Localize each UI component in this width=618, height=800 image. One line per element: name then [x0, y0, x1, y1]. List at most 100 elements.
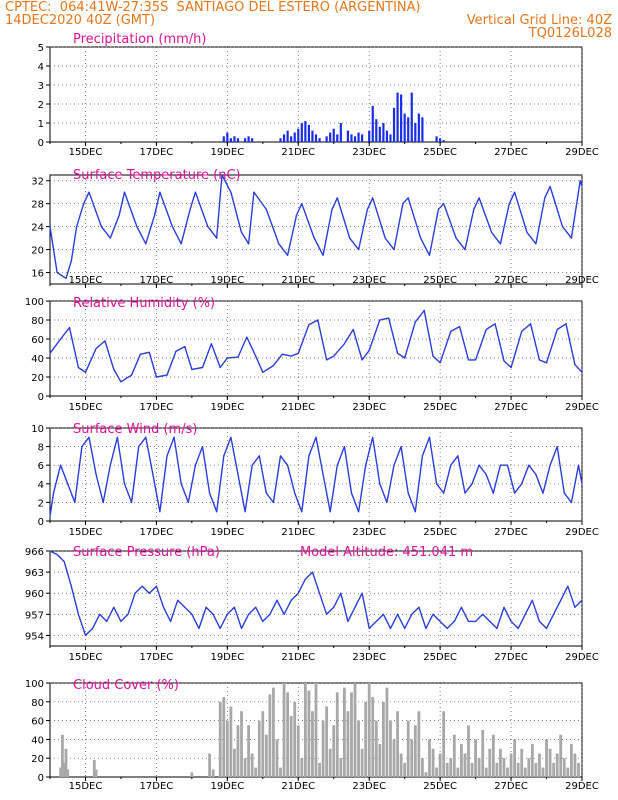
humidity-point — [361, 359, 363, 361]
cloud-cover-bar — [481, 730, 485, 777]
humidity-point — [414, 321, 416, 323]
cloud-cover-bar — [484, 767, 488, 777]
cloud-cover-bar — [208, 753, 211, 777]
wind-point — [88, 436, 90, 438]
temperature-point — [145, 243, 147, 245]
wind-point — [74, 501, 76, 503]
cloud-cover-bar — [527, 758, 531, 777]
pressure-point — [553, 613, 555, 615]
cloud-cover-bar — [509, 753, 513, 777]
precipitation-bar — [279, 138, 282, 142]
pressure-point — [177, 599, 179, 601]
humidity-point — [120, 381, 122, 383]
humidity-point — [155, 376, 157, 378]
pressure-xtick-label: 17DEC — [140, 652, 174, 663]
temperature-point — [70, 260, 72, 262]
pressure-point — [567, 585, 569, 587]
humidity-point — [77, 366, 79, 369]
cloud-cover-bar — [381, 701, 385, 777]
precipitation-frame — [49, 46, 583, 143]
temperature-point — [278, 243, 280, 245]
wind-point — [435, 483, 438, 485]
humidity-point — [191, 368, 193, 370]
wind-point — [159, 511, 161, 513]
pressure-point — [482, 613, 484, 615]
temperature-point — [526, 231, 528, 233]
humidity-point — [556, 328, 558, 331]
humidity-point — [510, 366, 512, 369]
temperature-point — [366, 208, 369, 211]
wind-point — [357, 511, 360, 513]
humidity-point — [475, 359, 477, 361]
precipitation-bar — [300, 123, 303, 142]
wind-point — [152, 473, 154, 476]
precipitation-bar — [439, 138, 442, 142]
wind-point — [400, 446, 402, 448]
pressure-point — [226, 613, 228, 615]
pressure-point — [453, 620, 455, 622]
cloud-cover-bar — [548, 748, 552, 777]
wind-point — [258, 455, 260, 457]
cloud-cover-bar — [296, 725, 300, 777]
cloud-cover-bar — [357, 720, 360, 777]
pressure-point — [248, 613, 250, 615]
precipitation-bar — [357, 132, 360, 142]
temperature-point — [384, 237, 386, 239]
wind-point — [102, 501, 104, 503]
wind-point — [279, 455, 282, 457]
precipitation-bar — [229, 138, 232, 142]
cloud-cover-bar — [66, 769, 70, 777]
cloud-cover-title: Cloud Cover (%) — [73, 678, 179, 693]
humidity-point — [68, 327, 71, 329]
humidity-point — [226, 357, 228, 359]
humidity-title: Relative Humidity (%) — [73, 296, 215, 311]
temperature-xtick-label: 15DEC — [69, 275, 103, 286]
wind-xtick-label: 25DEC — [423, 527, 457, 538]
cloud-cover-bar — [314, 683, 318, 777]
cloud-cover-bar — [435, 767, 438, 777]
precipitation-ytick-label: 0 — [38, 138, 44, 149]
precipitation-bar — [410, 92, 413, 142]
temperature-point — [248, 243, 250, 245]
humidity-ytick-label: 20 — [31, 373, 44, 384]
temperature-point — [76, 226, 78, 228]
wind-point — [350, 492, 353, 494]
precipitation-bar — [375, 119, 378, 142]
temperature-point — [216, 237, 218, 239]
wind-point — [514, 492, 516, 494]
pressure-point — [432, 613, 434, 615]
temperature-point — [420, 237, 422, 239]
precipitation-bar — [361, 134, 364, 142]
pressure-xtick-label: 23DEC — [352, 652, 386, 663]
cloud-cover-bar — [562, 758, 566, 777]
pressure-point — [155, 585, 157, 587]
humidity-point — [439, 362, 441, 364]
cloud-cover-bar — [421, 758, 424, 777]
cloud-cover-bar — [488, 748, 492, 777]
pressure-xtick-label: 19DEC — [210, 652, 244, 663]
cloud-cover-bar — [218, 701, 222, 777]
cloud-cover-bar — [94, 769, 98, 777]
pressure-point — [467, 620, 470, 622]
temperature-point — [508, 203, 510, 205]
precipitation-xtick-label: 21DEC — [281, 147, 315, 158]
precipitation-xtick-label: 19DEC — [210, 147, 244, 158]
cloud-cover-bar — [311, 711, 314, 777]
precipitation-bar — [290, 136, 293, 142]
temperature-ytick-label: 32 — [31, 177, 44, 188]
cloud-cover-bar — [339, 758, 343, 777]
wind-point — [570, 501, 572, 503]
cloud-cover-bar — [350, 692, 353, 777]
precipitation-xtick-label: 29DEC — [565, 147, 599, 158]
wind-point — [372, 436, 374, 438]
temperature-point — [544, 197, 546, 199]
pressure-point — [255, 606, 257, 608]
temperature-point — [331, 208, 333, 211]
pressure-point — [340, 592, 342, 594]
cloud-cover-bar — [569, 744, 573, 777]
temperature-point — [499, 243, 502, 245]
humidity-point — [432, 355, 434, 357]
wind-point — [166, 455, 168, 457]
pressure-point — [269, 613, 271, 615]
temperature-point — [171, 226, 173, 228]
